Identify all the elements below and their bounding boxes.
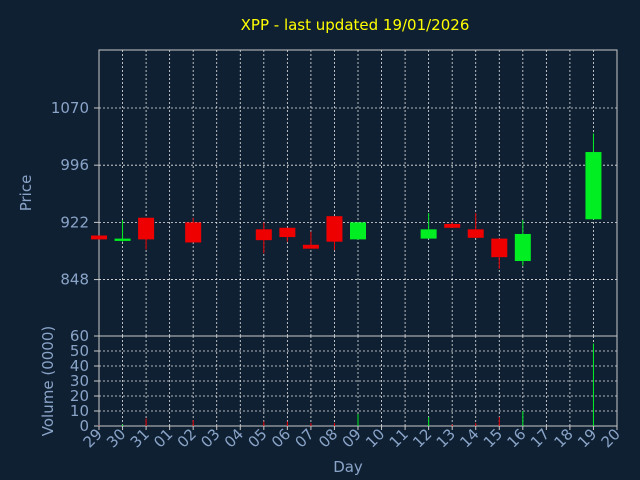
volume-tick-label: 30 bbox=[70, 372, 89, 390]
price-tick-label: 922 bbox=[60, 213, 89, 231]
day-tick-label: 14 bbox=[456, 425, 482, 451]
volume-tick-label: 50 bbox=[70, 342, 89, 360]
price-tick-label: 1070 bbox=[51, 99, 89, 117]
candle-body bbox=[514, 233, 531, 262]
price-panel-frame bbox=[98, 49, 618, 337]
chart-title: XPP - last updated 19/01/2026 bbox=[241, 16, 470, 34]
day-tick-label: 16 bbox=[503, 425, 529, 451]
volume-axis-label: Volume (0000) bbox=[39, 326, 57, 436]
price-grid bbox=[99, 50, 617, 336]
candle-body bbox=[138, 217, 155, 240]
day-tick-label: 05 bbox=[244, 425, 270, 451]
price-axis-ticks: 848 922 996 1070 bbox=[51, 99, 99, 289]
candle-body bbox=[114, 238, 131, 241]
day-tick-label: 15 bbox=[480, 425, 506, 451]
day-tick-label: 12 bbox=[409, 425, 435, 451]
day-tick-label: 08 bbox=[315, 425, 341, 451]
volume-grid bbox=[99, 336, 617, 426]
day-tick-label: 19 bbox=[574, 425, 600, 451]
day-tick-label: 31 bbox=[127, 425, 153, 451]
volume-tick-label: 10 bbox=[70, 402, 89, 420]
day-tick-label: 01 bbox=[150, 425, 176, 451]
volume-tick-label: 20 bbox=[70, 387, 89, 405]
day-tick-label: 06 bbox=[268, 425, 294, 451]
day-tick-label: 07 bbox=[292, 425, 318, 451]
candle-body bbox=[326, 216, 343, 242]
candle-body bbox=[420, 229, 437, 239]
candle-body bbox=[279, 227, 296, 238]
candle-body bbox=[444, 223, 461, 228]
day-tick-label: 03 bbox=[197, 425, 223, 451]
day-tick-label: 04 bbox=[221, 425, 247, 451]
day-tick-label: 18 bbox=[551, 425, 577, 451]
candles bbox=[91, 133, 602, 269]
candle-body bbox=[350, 222, 366, 240]
price-axis-label: Price bbox=[17, 175, 35, 212]
candle-body bbox=[185, 222, 202, 243]
day-axis-ticks: 2930310102030405060708091011121314151617… bbox=[80, 425, 624, 451]
volume-tick-label: 40 bbox=[70, 357, 89, 375]
candle-body bbox=[255, 229, 272, 241]
day-axis-label: Day bbox=[333, 458, 363, 476]
candle-body bbox=[302, 244, 319, 249]
volume-tick-label: 0 bbox=[79, 417, 89, 435]
price-tick-label: 996 bbox=[60, 156, 89, 174]
day-tick-label: 11 bbox=[386, 425, 412, 451]
candle-body bbox=[491, 238, 508, 258]
volume-tick-label: 60 bbox=[70, 327, 89, 345]
price-tick-label: 848 bbox=[60, 271, 89, 289]
candle-body bbox=[585, 152, 602, 220]
day-tick-label: 17 bbox=[527, 425, 553, 451]
day-tick-label: 30 bbox=[103, 425, 129, 451]
volume-bars bbox=[98, 343, 594, 426]
day-tick-label: 13 bbox=[433, 425, 459, 451]
candle-body bbox=[91, 235, 107, 240]
day-tick-label: 20 bbox=[598, 425, 624, 451]
day-tick-label: 02 bbox=[174, 425, 200, 451]
day-tick-label: 09 bbox=[339, 425, 365, 451]
candle-body bbox=[467, 229, 484, 238]
day-tick-label: 10 bbox=[362, 425, 388, 451]
